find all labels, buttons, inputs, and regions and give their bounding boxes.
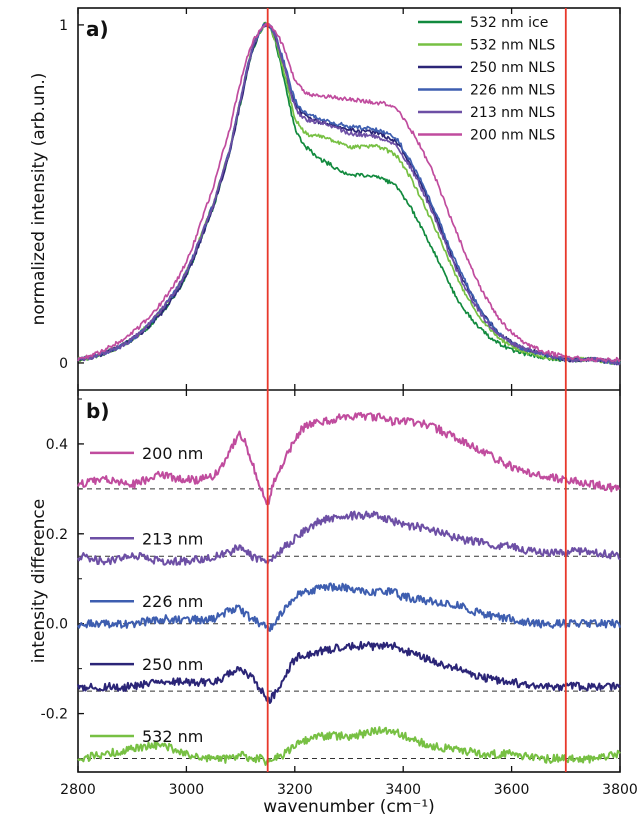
x-tick-label: 3400 — [385, 782, 421, 798]
x-tick-label: 3200 — [277, 782, 313, 798]
y-tick-label: 0 — [59, 356, 68, 372]
series-line-213-nm-nls — [77, 24, 621, 366]
series-line-226-nm-nls — [78, 22, 621, 365]
series-line-226-nm — [77, 582, 621, 632]
legend-label: 213 nm — [142, 529, 203, 548]
y-axis-label: intensity difference — [29, 499, 49, 663]
y-tick-label: 0.4 — [46, 437, 68, 453]
y-tick-label: 1 — [59, 18, 68, 34]
x-tick-label: 3800 — [602, 782, 638, 798]
legend-label: 200 nm — [142, 444, 203, 463]
legend-label: 250 nm NLS — [470, 60, 555, 76]
legend-label: 250 nm — [142, 655, 203, 674]
x-tick-label: 3000 — [169, 782, 205, 798]
panel-label: b) — [86, 399, 109, 423]
series-line-532-nm — [77, 726, 621, 766]
y-axis-label: normalized intensity (arb.un.) — [29, 73, 49, 326]
legend-label: 532 nm NLS — [470, 38, 555, 54]
legend-label: 226 nm NLS — [470, 83, 555, 99]
legend-label: 200 nm NLS — [470, 128, 555, 144]
panel-label: a) — [86, 17, 109, 41]
legend-label: 213 nm NLS — [470, 105, 555, 121]
y-tick-label: 0.0 — [46, 617, 68, 633]
series-line-200-nm — [77, 411, 621, 506]
series-line-200-nm-nls — [77, 22, 621, 363]
legend-label: 532 nm — [142, 727, 203, 746]
x-axis-label: wavenumber (cm⁻¹) — [263, 797, 435, 817]
x-tick-label: 2800 — [60, 782, 96, 798]
y-tick-label: -0.2 — [41, 707, 68, 723]
y-tick-label: 0.2 — [46, 527, 68, 543]
series-line-213-nm — [77, 510, 621, 566]
legend-label: 226 nm — [142, 592, 203, 611]
x-tick-label: 3600 — [494, 782, 530, 798]
series-line-250-nm — [77, 640, 621, 704]
legend-label: 532 nm ice — [470, 15, 548, 31]
